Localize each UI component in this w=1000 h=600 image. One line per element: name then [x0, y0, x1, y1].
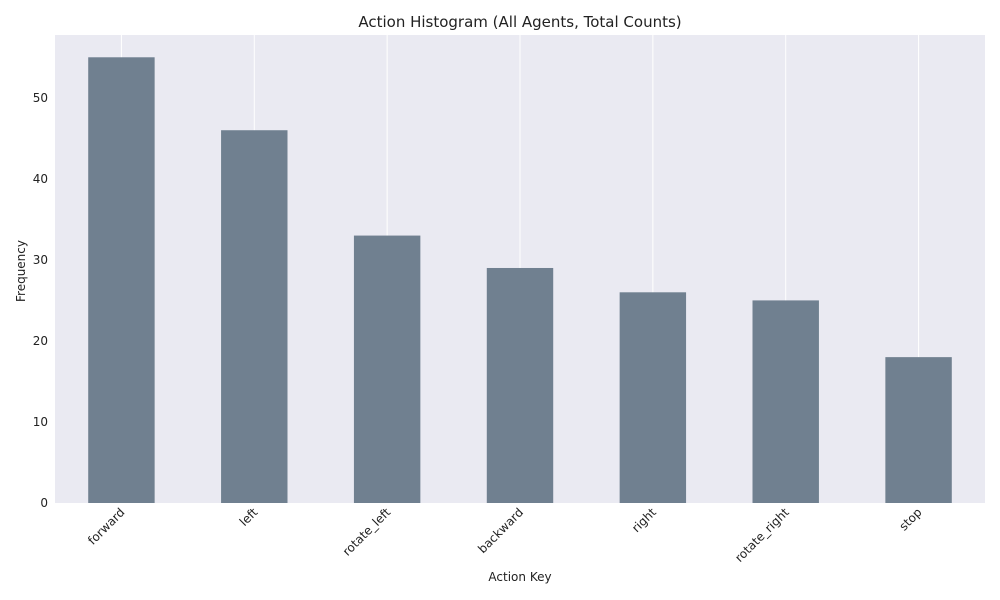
bar-stop — [885, 357, 952, 503]
x-tick-label: backward — [475, 505, 526, 556]
bar-backward — [486, 267, 554, 503]
bar-rotate_right — [752, 300, 819, 503]
y-tick-label: 40 — [33, 172, 48, 186]
y-axis-ticks: 0 10 20 30 40 50 — [33, 91, 48, 510]
x-tick-label: stop — [896, 505, 924, 533]
bar-right — [619, 292, 687, 503]
x-tick-label: right — [629, 505, 659, 535]
y-tick-label: 30 — [33, 253, 48, 267]
y-tick-label: 10 — [33, 415, 48, 429]
bar-rotate_left — [353, 235, 421, 504]
x-tick-label: rotate_right — [732, 505, 792, 565]
bar-left — [221, 130, 288, 504]
x-tick-label: rotate_left — [340, 505, 394, 559]
y-tick-label: 50 — [33, 91, 48, 105]
x-tick-label: forward — [85, 505, 127, 547]
x-axis-ticks: forward left rotate_left backward right rotat… — [85, 505, 925, 565]
bar-forward — [88, 57, 155, 504]
y-tick-label: 0 — [40, 496, 48, 510]
x-axis-label: Action Key — [488, 570, 551, 584]
y-tick-label: 20 — [33, 334, 48, 348]
x-tick-label: left — [237, 505, 261, 529]
chart-title: Action Histogram (All Agents, Total Coun… — [358, 13, 681, 31]
y-axis-label: Frequency — [14, 240, 28, 302]
bars — [88, 57, 952, 504]
